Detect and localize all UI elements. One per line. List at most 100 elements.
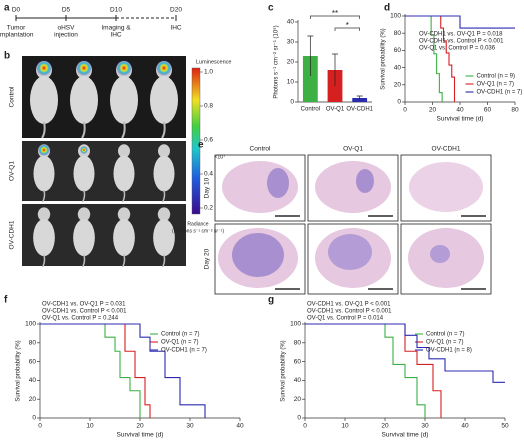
bar (302, 56, 318, 102)
row-label: OV-Q1 (9, 161, 16, 181)
label: b (4, 51, 10, 62)
x-tick-label: 40 (236, 423, 244, 430)
survival-curve (40, 323, 151, 418)
step-label: oHSV (58, 25, 76, 32)
colorbar-tick-label: 1.0 (204, 69, 213, 76)
tissue (315, 161, 391, 213)
annotation: OV-CDH1 vs. Control P < 0.001 (307, 309, 392, 315)
label: a (4, 3, 10, 14)
chart: f 0 20 40 60 80 100 Survival probability (%) 0 10… (4, 295, 244, 439)
y-axis-label: Survival probability (%) (381, 28, 387, 89)
annotation: OV-CDH1 vs. OV-Q1 P = 0.031 (42, 302, 126, 308)
signal (36, 60, 52, 76)
legend-label: Control (n = 9) (477, 74, 516, 80)
x-tick-label: 0 (303, 423, 307, 430)
colorbar-caption: Radiance (187, 221, 208, 227)
panel-label: c (268, 3, 274, 14)
x-tick-label: 60 (484, 107, 492, 114)
colorbar-caption: (Photons s⁻¹ cm⁻² sr⁻¹) (172, 228, 224, 234)
significance-label: * (346, 21, 349, 30)
y-tick-label: 100 (290, 321, 301, 328)
annotation: OV-Q1 vs. Control P = 0.244 (42, 316, 119, 322)
chart: g 0 20 40 60 80 100 Survival probability (%) 0 10… (268, 295, 509, 439)
x-tick-label: 20 (381, 423, 389, 430)
y-axis-label: Survival probability (%) (16, 340, 22, 401)
panel-label: f (4, 295, 8, 306)
column-label: OV-CDH1 (432, 146, 461, 153)
annotation: OV-CDH1 vs. Control P < 0.001 (42, 309, 127, 315)
day-label: D5 (62, 7, 71, 14)
survival-curve (405, 15, 456, 102)
y-tick-label: 60 (394, 47, 402, 54)
x-axis-label: Survival time (d) (437, 116, 484, 123)
annotation: OV-Q1 vs. Control P = 0.014 (307, 316, 384, 322)
error-bar (356, 95, 363, 100)
survival-curve (305, 323, 505, 383)
colorbar-scale: ×10⁷ (214, 153, 225, 160)
tissue (409, 162, 483, 212)
x-axis-label: Survival time (d) (382, 432, 429, 439)
y-tick-label: 60 (294, 358, 302, 365)
step-label: IHC (170, 25, 182, 32)
survival-curve (305, 323, 426, 418)
annotation: OV-CDH1 vs. Control P < 0.001 (419, 39, 504, 45)
chart: c 0 10 20 30 40 Photons s⁻¹ cm⁻² sr⁻¹ (10⁵) Con… (268, 3, 374, 113)
y-tick-label: 0 (397, 99, 401, 106)
legend-label: OV-CDH1 (n = 8) (426, 348, 472, 354)
y-tick-label: 20 (394, 82, 402, 89)
x-tick-label: 30 (421, 423, 429, 430)
survival-curve (305, 323, 442, 418)
histology-panels (214, 154, 492, 295)
legend-label: Control (n = 7) (426, 332, 465, 338)
y-tick-label: 30 (287, 39, 295, 46)
step-label: Imaging & (101, 25, 131, 32)
x-axis-label: Survival time (d) (117, 432, 164, 439)
y-tick-label: 20 (294, 396, 302, 403)
y-tick-label: 40 (294, 377, 302, 384)
x-tick-label: 10 (341, 423, 349, 430)
colorbar-tick-label: 0.8 (204, 103, 213, 110)
significance-bracket (334, 27, 361, 31)
colorbar-tick-label: 0.2 (204, 205, 213, 212)
x-tick-label: 50 (501, 423, 509, 430)
row-label: Control (9, 86, 16, 108)
y-tick-label: 40 (29, 377, 37, 384)
survival-curve (40, 323, 206, 418)
error-bar (332, 53, 338, 86)
x-tick-label: 0 (38, 423, 42, 430)
panel-label: g (268, 295, 274, 306)
survival-curve (40, 323, 141, 418)
label: e (198, 140, 204, 151)
step-label: implantation (0, 32, 34, 39)
y-tick-label: 40 (394, 64, 402, 71)
day-label: D0 (12, 7, 21, 14)
y-tick-label: 0 (290, 99, 294, 106)
error-bar (307, 35, 314, 76)
x-tick-label: 40 (456, 107, 464, 114)
y-tick-label: 80 (294, 340, 302, 347)
imaging-panels (22, 56, 201, 267)
legend-label: OV-Q1 (n = 7) (477, 82, 515, 88)
significance-bracket (309, 15, 361, 19)
tumor (267, 168, 289, 198)
signal (80, 146, 88, 154)
tumor (328, 234, 372, 270)
survival-curve (405, 15, 443, 102)
signal (156, 60, 172, 76)
x-tick-label: OV-CDH1 (346, 107, 373, 113)
colorbar-tick-label: 0.4 (204, 171, 213, 178)
y-tick-label: 10 (287, 79, 295, 86)
y-tick-label: 80 (394, 30, 402, 37)
tumor (356, 169, 374, 193)
row-label: Day 10 (204, 177, 211, 198)
signal (76, 60, 92, 76)
y-tick-label: 100 (25, 321, 36, 328)
x-tick-label: 20 (429, 107, 437, 114)
tumor (430, 245, 450, 263)
panel-label: d (384, 3, 390, 14)
y-tick-label: 100 (390, 13, 401, 20)
annotation: OV-CDH1 vs. OV-Q1 P < 0.001 (307, 302, 391, 308)
column-label: Control (250, 146, 272, 153)
signal (38, 144, 50, 156)
x-tick-label: 20 (136, 423, 144, 430)
